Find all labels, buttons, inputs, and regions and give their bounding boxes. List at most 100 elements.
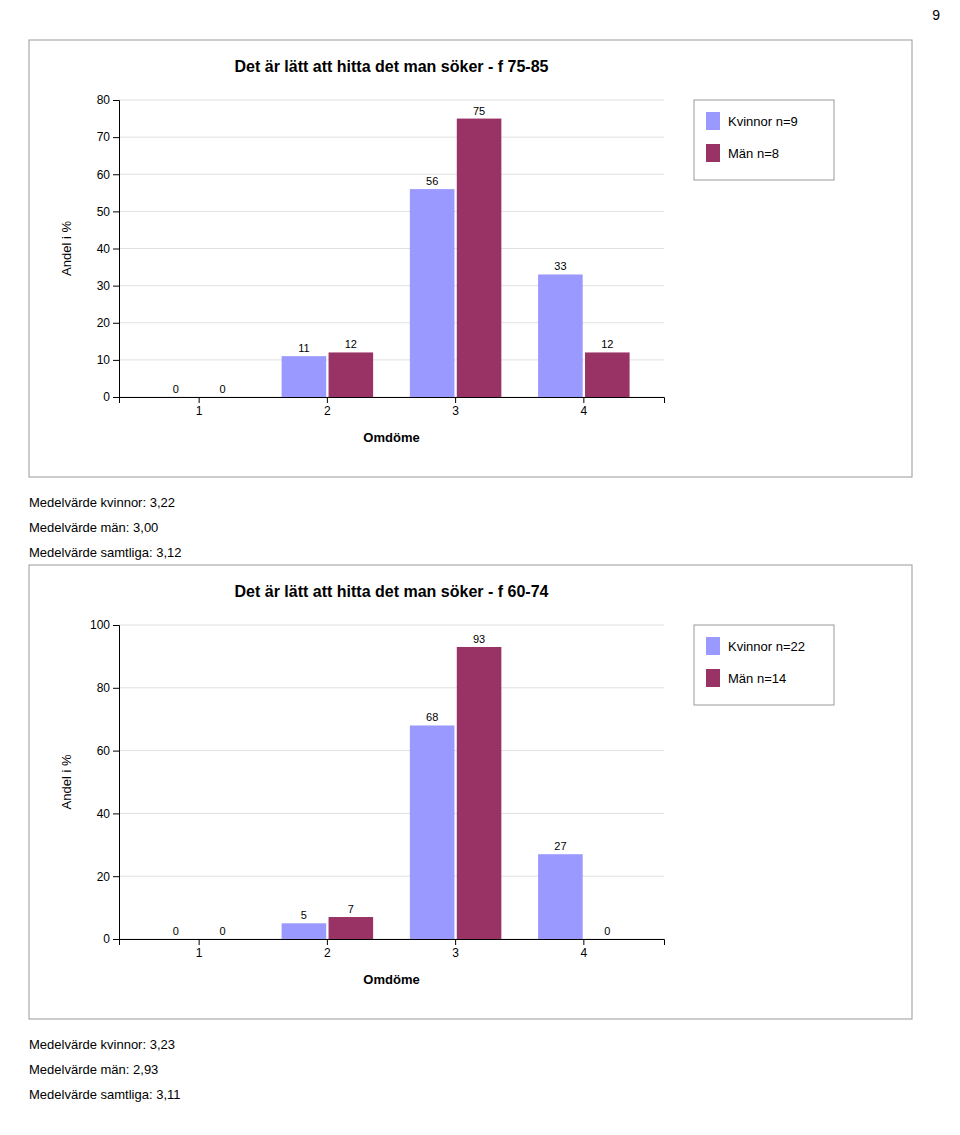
y-axis-line xyxy=(113,626,120,940)
legend-frame xyxy=(694,100,834,180)
y-tick: 100 xyxy=(90,618,119,632)
y-tick-mark xyxy=(113,211,119,212)
y-tick-label: 20 xyxy=(97,870,111,884)
y-tick-label: 10 xyxy=(97,353,111,367)
legend-swatch xyxy=(706,669,720,687)
bar xyxy=(153,397,198,398)
bar xyxy=(410,725,455,939)
grid-line xyxy=(119,100,664,101)
x-tick: 2 xyxy=(324,939,331,960)
bar xyxy=(457,647,502,939)
x-tick-mark xyxy=(199,939,200,945)
x-axis-title: Omdöme xyxy=(363,972,419,987)
y-tick: 30 xyxy=(97,279,119,293)
y-tick-mark xyxy=(113,137,119,138)
y-tick-mark xyxy=(113,876,119,877)
bar xyxy=(538,274,583,397)
y-tick: 20 xyxy=(97,316,119,330)
y-tick-label: 60 xyxy=(97,744,111,758)
x-tick: 3 xyxy=(452,939,459,960)
grid-line xyxy=(119,211,664,212)
bar xyxy=(153,939,198,940)
bar xyxy=(585,352,630,397)
legend-swatch xyxy=(706,112,720,130)
grid-line xyxy=(119,248,664,249)
data-label: 68 xyxy=(426,711,438,723)
x-tick: 2 xyxy=(324,397,331,418)
legend-item: Kvinnor n=9 xyxy=(706,112,798,130)
y-tick-mark xyxy=(113,360,119,361)
page: 901020304050607080123401156330127512Det … xyxy=(0,0,960,1135)
chart: 020406080100123405682707930Det är lätt a… xyxy=(59,583,834,987)
y-tick-mark xyxy=(113,625,119,626)
y-tick: 0 xyxy=(103,932,119,946)
annotation: Medelvärde män: 2,93 xyxy=(29,1062,158,1077)
legend-item: Kvinnor n=22 xyxy=(706,637,805,655)
y-tick-label: 40 xyxy=(97,242,111,256)
data-label: 12 xyxy=(345,338,357,350)
bar xyxy=(200,397,245,398)
data-labels: 01156330127512 xyxy=(173,105,614,395)
x-axis-line xyxy=(120,398,665,404)
y-tick-label: 0 xyxy=(103,932,110,946)
y-axis: 0 20 40 60 80 100 xyxy=(90,618,120,946)
y-tick: 80 xyxy=(97,681,119,695)
bar xyxy=(200,939,245,940)
data-label: 93 xyxy=(473,633,485,645)
data-label: 5 xyxy=(301,909,307,921)
series xyxy=(329,119,630,397)
x-axis-line xyxy=(120,940,665,946)
data-label: 0 xyxy=(604,925,610,937)
annotation: Medelvärde samtliga: 3,11 xyxy=(29,1087,181,1102)
x-tick-mark xyxy=(327,397,328,403)
y-axis-line xyxy=(113,101,120,398)
x-axis: 1234 xyxy=(120,397,665,418)
chart-title: Det är lätt att hitta det man söker - f … xyxy=(235,58,549,75)
y-tick-mark xyxy=(113,939,119,940)
bar xyxy=(457,119,502,397)
bar xyxy=(329,352,374,397)
y-tick-label: 80 xyxy=(97,93,111,107)
y-tick: 50 xyxy=(97,205,119,219)
annotation: Medelvärde kvinnor: 3,23 xyxy=(29,1037,175,1052)
chart-box xyxy=(29,565,912,1019)
legend-label: Män n=14 xyxy=(728,671,786,686)
bars xyxy=(282,647,583,939)
y-tick: 60 xyxy=(97,168,119,182)
x-tick-label: 2 xyxy=(324,946,331,960)
series xyxy=(282,189,583,397)
y-axis-title: Andel i % xyxy=(59,754,74,809)
x-tick-mark xyxy=(327,939,328,945)
data-label: 11 xyxy=(298,342,309,354)
y-tick: 80 xyxy=(97,93,119,107)
y-axis: 01020304050607080 xyxy=(97,93,120,404)
chart-box xyxy=(29,40,912,477)
y-tick-label: 40 xyxy=(97,807,111,821)
legend: Kvinnor n=22 Män n=14 xyxy=(694,625,834,705)
x-tick-mark xyxy=(583,397,584,403)
grid xyxy=(119,100,664,397)
data-label: 0 xyxy=(220,925,226,937)
data-label: 33 xyxy=(554,260,566,272)
x-tick: 1 xyxy=(196,939,203,960)
x-tick-label: 1 xyxy=(196,404,203,418)
y-axis-title: Andel i % xyxy=(59,221,74,276)
bar xyxy=(282,356,327,397)
y-tick-label: 50 xyxy=(97,205,111,219)
y-tick-label: 80 xyxy=(97,681,111,695)
legend-item: Män n=14 xyxy=(706,669,786,687)
chart-title: Det är lätt att hitta det man söker - f … xyxy=(235,583,549,600)
y-tick-label: 20 xyxy=(97,316,111,330)
legend-item: Män n=8 xyxy=(706,144,779,162)
y-tick: 40 xyxy=(97,242,119,256)
bar xyxy=(410,189,455,397)
chart: 01020304050607080123401156330127512Det ä… xyxy=(59,58,834,445)
y-tick-mark xyxy=(113,249,119,250)
grid-line xyxy=(119,813,664,814)
bar xyxy=(585,939,630,940)
bar xyxy=(538,854,583,939)
data-label: 75 xyxy=(473,105,485,117)
data-labels: 05682707930 xyxy=(173,633,611,937)
data-label: 12 xyxy=(601,338,613,350)
legend-swatch xyxy=(706,637,720,655)
